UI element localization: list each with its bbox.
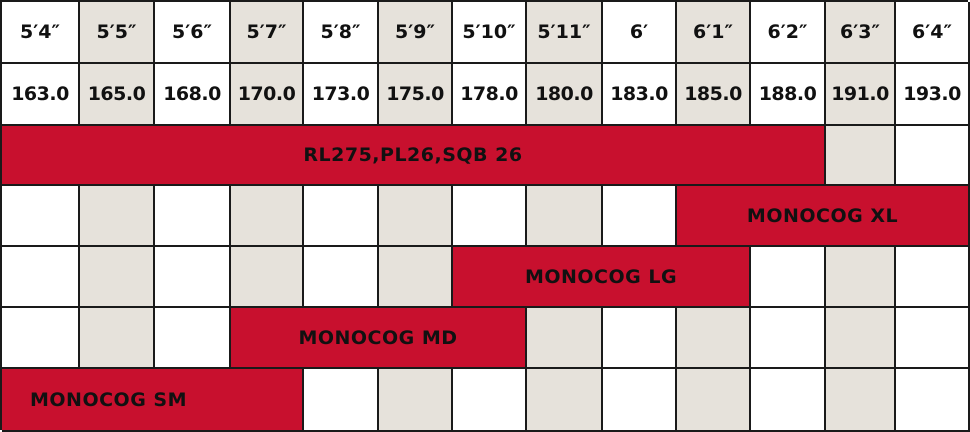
grid-cell [2,308,80,369]
size-bar: RL275,PL26,SQB 26 [2,126,826,186]
grid-cell [80,186,155,247]
height-ft-cell: 5′6″ [155,2,231,64]
height-cm-cell: 175.0 [379,64,453,126]
height-cm-cell: 170.0 [231,64,304,126]
height-cm-cell: 178.0 [453,64,527,126]
grid-cell [2,186,80,247]
grid-cell [527,369,603,432]
grid-cell [751,369,826,432]
grid-cell [379,369,453,432]
height-cm-cell: 193.0 [896,64,970,126]
grid-cell [896,369,970,432]
height-ft-cell: 6′3″ [826,2,896,64]
height-ft-cell: 5′8″ [304,2,379,64]
size-bar: MONOCOG XL [677,186,970,247]
grid-cell [603,186,677,247]
size-bar: MONOCOG LG [453,247,751,308]
grid-cell [379,186,453,247]
grid-cell [751,247,826,308]
height-ft-cell: 5′7″ [231,2,304,64]
height-cm-cell: 188.0 [751,64,826,126]
height-ft-cell: 6′4″ [896,2,970,64]
grid-cell [2,247,80,308]
grid-cell [603,308,677,369]
height-cm-cell: 183.0 [603,64,677,126]
grid-cell [826,126,896,186]
grid-cell [231,247,304,308]
grid-cell [155,186,231,247]
grid-cell [304,186,379,247]
grid-cell [453,369,527,432]
grid-cell [379,247,453,308]
grid-cell [896,126,970,186]
grid-cell [826,369,896,432]
height-cm-cell: 191.0 [826,64,896,126]
height-cm-cell: 168.0 [155,64,231,126]
grid-cell [826,247,896,308]
size-bar: MONOCOG MD [231,308,527,369]
grid-cell [896,247,970,308]
grid-cell [231,186,304,247]
height-ft-cell: 6′1″ [677,2,751,64]
height-ft-cell: 5′4″ [2,2,80,64]
height-ft-cell: 5′11″ [527,2,603,64]
height-cm-cell: 163.0 [2,64,80,126]
grid-cell [155,247,231,308]
grid-cell [603,369,677,432]
grid-cell [896,308,970,369]
height-cm-cell: 180.0 [527,64,603,126]
grid-cell [527,186,603,247]
grid-cell [304,369,379,432]
height-ft-cell: 6′ [603,2,677,64]
height-ft-cell: 6′2″ [751,2,826,64]
grid-cell [453,186,527,247]
grid-cell [80,308,155,369]
height-ft-cell: 5′10″ [453,2,527,64]
height-cm-cell: 185.0 [677,64,751,126]
grid-cell [80,247,155,308]
height-cm-cell: 173.0 [304,64,379,126]
height-ft-cell: 5′5″ [80,2,155,64]
grid-cell [527,308,603,369]
grid-cell [677,308,751,369]
grid-cell [304,247,379,308]
height-cm-cell: 165.0 [80,64,155,126]
grid-cell [155,308,231,369]
grid-cell [751,308,826,369]
height-ft-cell: 5′9″ [379,2,453,64]
size-bar: MONOCOG SM [2,369,304,432]
grid-cell [677,369,751,432]
grid-cell [826,308,896,369]
